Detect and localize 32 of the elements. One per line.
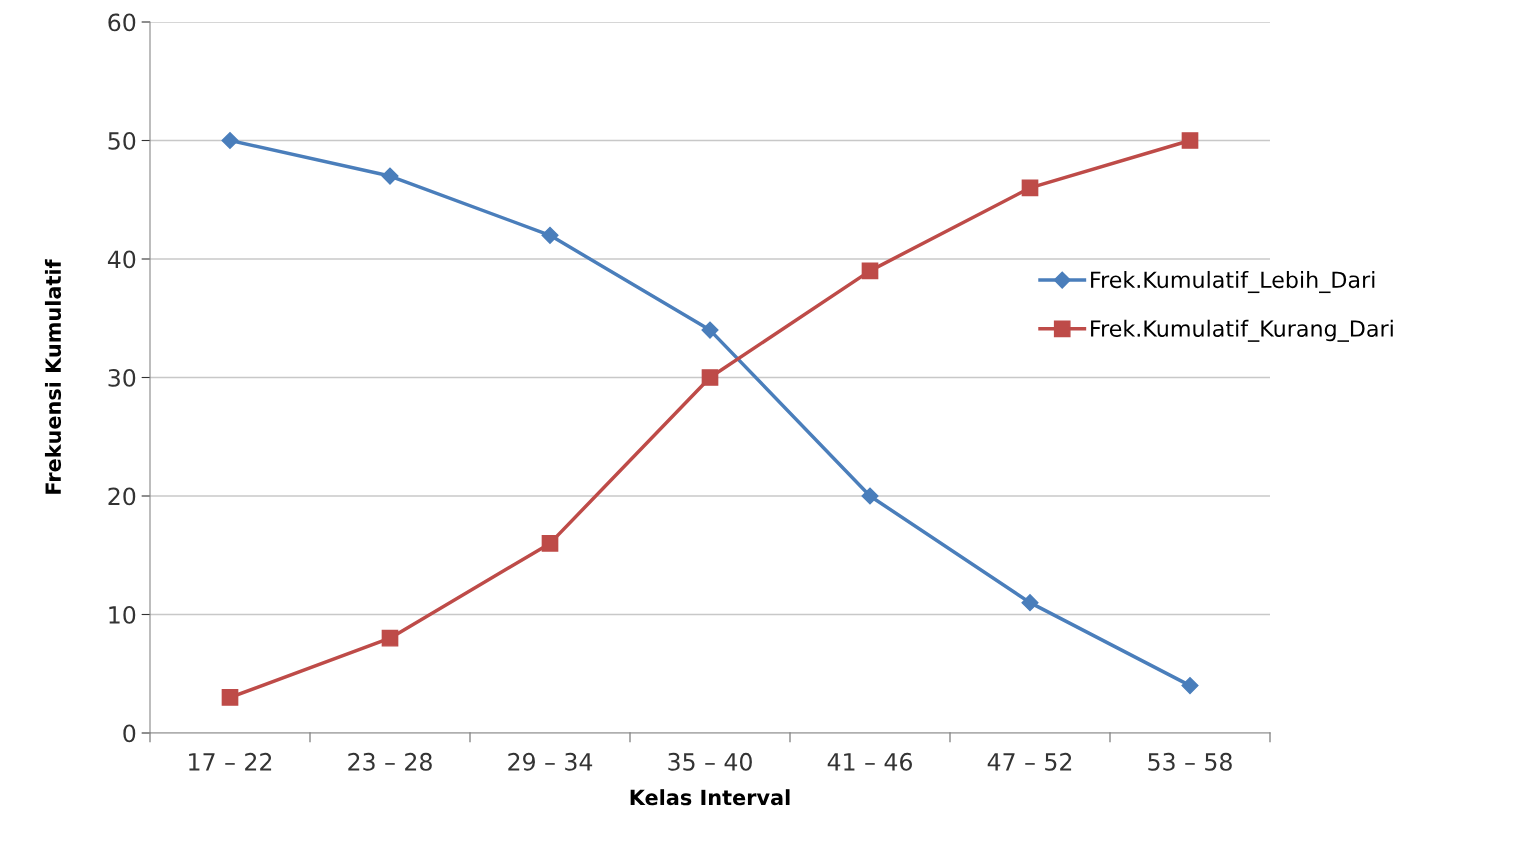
point (541, 535, 559, 552)
x-axis-title: Kelas Interval (630, 789, 790, 806)
point (541, 226, 559, 244)
y-tick-label: 50 (108, 131, 136, 150)
y-tick-label: 30 (108, 368, 136, 387)
point (221, 689, 239, 706)
point (1021, 594, 1039, 612)
point (701, 321, 719, 339)
point (221, 131, 239, 150)
legend-label: Frek.Kumulatif_Lebih_Dari (1091, 270, 1375, 294)
point (701, 369, 719, 386)
point (861, 487, 879, 505)
point (1181, 677, 1199, 695)
point (1021, 179, 1039, 197)
point (861, 262, 879, 280)
y-tick-label: 10 (109, 605, 136, 624)
legend-label: Frek.Kumulatif_Kurang_Dari (1091, 319, 1393, 342)
point (1181, 132, 1199, 149)
y-tick-label: 40 (107, 250, 136, 269)
x-tick-label: 53 – 58 (1148, 752, 1232, 771)
x-tick-label: 41 – 46 (827, 752, 912, 771)
y-tick-label: 60 (108, 13, 136, 32)
x-tick-label: 23 – 28 (348, 752, 432, 771)
y-tick-label: 0 (123, 724, 136, 743)
point (381, 629, 399, 647)
x-tick-label: 47 – 52 (987, 752, 1072, 771)
y-axis-title: Frekuensi Kumulatif (44, 259, 62, 494)
x-tick-label: 17 – 22 (189, 752, 272, 771)
y-tick-label: 20 (108, 487, 136, 506)
x-tick-label: 29 – 34 (508, 752, 593, 771)
point (381, 167, 399, 185)
x-tick-label: 35 – 40 (668, 752, 752, 771)
